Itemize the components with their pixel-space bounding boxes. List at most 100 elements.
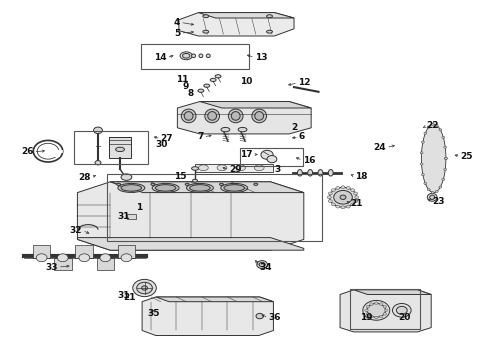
Text: 14: 14: [154, 53, 167, 62]
Ellipse shape: [152, 184, 179, 192]
Ellipse shape: [198, 89, 204, 93]
Ellipse shape: [199, 54, 203, 58]
Polygon shape: [421, 124, 446, 193]
Ellipse shape: [133, 279, 156, 297]
Text: 8: 8: [187, 89, 194, 98]
Ellipse shape: [424, 183, 427, 185]
Ellipse shape: [193, 179, 197, 182]
Ellipse shape: [370, 315, 373, 318]
Text: 23: 23: [432, 197, 445, 206]
Text: 28: 28: [78, 173, 91, 181]
Text: 11: 11: [176, 76, 189, 85]
Text: 4: 4: [174, 18, 180, 27]
Ellipse shape: [190, 185, 210, 191]
Polygon shape: [127, 214, 136, 219]
Ellipse shape: [267, 15, 272, 18]
Bar: [46, 151, 60, 157]
Ellipse shape: [261, 150, 273, 159]
Text: 24: 24: [373, 143, 386, 152]
Ellipse shape: [328, 170, 333, 176]
Polygon shape: [110, 182, 304, 193]
Ellipse shape: [340, 195, 346, 199]
Ellipse shape: [224, 185, 245, 191]
Ellipse shape: [297, 170, 302, 176]
Ellipse shape: [121, 185, 142, 191]
Text: 31: 31: [117, 292, 130, 300]
Ellipse shape: [420, 163, 423, 165]
Ellipse shape: [205, 109, 220, 123]
Text: 21: 21: [350, 199, 363, 208]
Ellipse shape: [33, 140, 63, 162]
Ellipse shape: [444, 157, 447, 159]
Ellipse shape: [257, 261, 268, 269]
Ellipse shape: [117, 183, 121, 185]
Ellipse shape: [336, 205, 340, 208]
Ellipse shape: [435, 190, 438, 193]
Ellipse shape: [217, 165, 227, 171]
Ellipse shape: [375, 302, 378, 304]
Ellipse shape: [79, 254, 90, 262]
Ellipse shape: [142, 286, 147, 290]
Ellipse shape: [354, 200, 358, 203]
Ellipse shape: [192, 54, 196, 58]
Polygon shape: [77, 182, 304, 250]
Polygon shape: [75, 245, 93, 258]
Ellipse shape: [346, 205, 350, 208]
Text: 1: 1: [136, 202, 142, 211]
Bar: [141, 44, 249, 69]
Text: 13: 13: [255, 53, 268, 62]
Ellipse shape: [100, 254, 111, 262]
Ellipse shape: [210, 78, 216, 82]
Ellipse shape: [435, 124, 438, 126]
Ellipse shape: [57, 254, 68, 262]
Text: 32: 32: [70, 226, 82, 235]
Ellipse shape: [375, 316, 378, 319]
Polygon shape: [156, 297, 273, 302]
Text: 22: 22: [426, 122, 439, 130]
Polygon shape: [54, 258, 72, 270]
Ellipse shape: [396, 306, 407, 314]
Ellipse shape: [185, 183, 189, 185]
Ellipse shape: [231, 112, 240, 120]
Ellipse shape: [228, 109, 243, 123]
Ellipse shape: [341, 206, 345, 209]
Ellipse shape: [203, 30, 209, 33]
Ellipse shape: [118, 184, 145, 192]
Ellipse shape: [328, 200, 332, 203]
Ellipse shape: [370, 303, 373, 305]
Ellipse shape: [116, 147, 124, 152]
Ellipse shape: [355, 196, 359, 199]
Text: 17: 17: [240, 150, 253, 159]
Text: 33: 33: [45, 263, 58, 271]
Text: 20: 20: [398, 313, 410, 322]
Ellipse shape: [331, 203, 335, 206]
Polygon shape: [200, 102, 311, 108]
Ellipse shape: [155, 185, 176, 191]
Ellipse shape: [151, 183, 155, 185]
Text: 12: 12: [298, 78, 311, 87]
Ellipse shape: [121, 174, 132, 180]
Ellipse shape: [180, 52, 192, 60]
Ellipse shape: [184, 112, 193, 120]
Ellipse shape: [431, 192, 434, 194]
Ellipse shape: [215, 75, 221, 78]
Ellipse shape: [94, 127, 102, 134]
Ellipse shape: [366, 312, 369, 315]
Ellipse shape: [318, 170, 323, 176]
Ellipse shape: [254, 165, 264, 171]
Ellipse shape: [439, 129, 442, 131]
Ellipse shape: [427, 189, 430, 191]
Polygon shape: [198, 13, 294, 18]
Ellipse shape: [328, 192, 332, 195]
Text: 25: 25: [461, 152, 473, 161]
Ellipse shape: [427, 193, 437, 201]
Ellipse shape: [427, 126, 430, 128]
Ellipse shape: [331, 189, 335, 192]
Ellipse shape: [204, 84, 210, 87]
Ellipse shape: [95, 161, 101, 165]
Polygon shape: [195, 164, 273, 172]
Text: 26: 26: [21, 148, 33, 156]
Ellipse shape: [351, 203, 355, 206]
Ellipse shape: [383, 312, 387, 315]
Ellipse shape: [137, 282, 152, 294]
